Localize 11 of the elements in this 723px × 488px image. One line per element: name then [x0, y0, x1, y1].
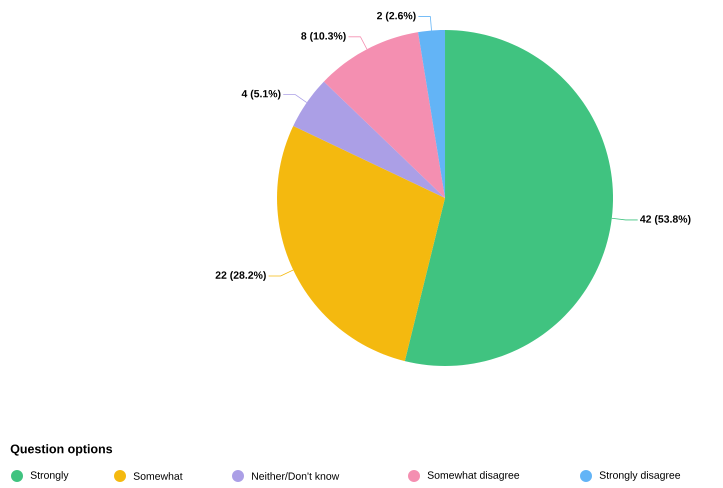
legend-label: Strongly [30, 471, 69, 481]
legend-title: Question options [10, 444, 112, 456]
data-label: 8 (10.3%) [301, 32, 346, 42]
data-label: 2 (2.6%) [377, 12, 416, 22]
legend-label: Somewhat [134, 472, 183, 480]
data-label: 4 (5.1%) [242, 90, 280, 100]
legend-label: Strongly disagree [600, 471, 680, 481]
data-label: 22 (28.2%) [216, 271, 266, 281]
legend-label: Somewhat disagree [428, 471, 520, 481]
data-label: 42 (53.8%) [640, 215, 690, 225]
legend-label: Neither/Don't know [252, 472, 340, 480]
